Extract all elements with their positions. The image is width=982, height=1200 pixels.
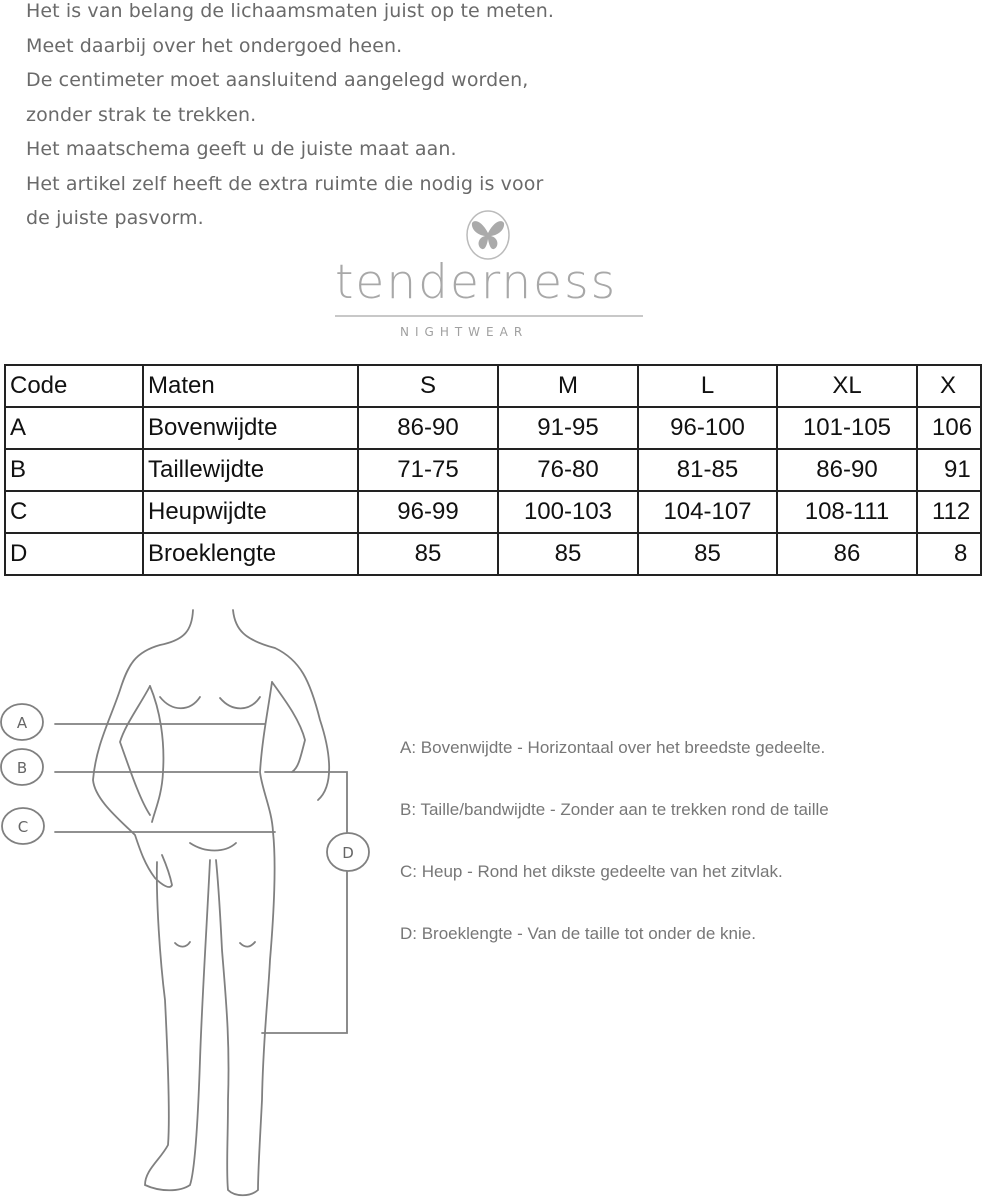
header-cell: Code bbox=[4, 364, 144, 408]
intro-line: De centimeter moet aansluitend aangelegd… bbox=[26, 69, 529, 91]
table-cell: Bovenwijdte bbox=[142, 406, 359, 450]
table-cell: 91 bbox=[916, 448, 982, 492]
table-cell: 96-100 bbox=[637, 406, 778, 450]
table-cell: Taillewijdte bbox=[142, 448, 359, 492]
intro-text: Het is van belang de lichaamsmaten juist… bbox=[26, 0, 554, 236]
table-cell: 108-111 bbox=[776, 490, 918, 534]
divider bbox=[335, 315, 643, 317]
marker-b: B bbox=[0, 748, 44, 786]
marker-label: B bbox=[17, 759, 27, 777]
measurement-legend: A: Bovenwijdte - Horizontaal over het br… bbox=[400, 738, 829, 986]
table-cell: 86-90 bbox=[776, 448, 918, 492]
table-cell: C bbox=[4, 490, 144, 534]
table-cell: 85 bbox=[357, 532, 499, 576]
table-cell: 76-80 bbox=[497, 448, 639, 492]
marker-d: D bbox=[326, 832, 370, 872]
table-header-row: Code Maten S M L XL X bbox=[4, 364, 982, 408]
table-cell: 85 bbox=[637, 532, 778, 576]
header-cell: M bbox=[497, 364, 639, 408]
marker-a: A bbox=[0, 703, 44, 741]
table-cell: D bbox=[4, 532, 144, 576]
butterfly-icon bbox=[466, 210, 510, 260]
table-cell: 96-99 bbox=[357, 490, 499, 534]
table-cell: 104-107 bbox=[637, 490, 778, 534]
legend-item: D: Broeklengte - Van de taille tot onder… bbox=[400, 924, 756, 943]
table-cell: 71-75 bbox=[357, 448, 499, 492]
table-cell: 86-90 bbox=[357, 406, 499, 450]
intro-line: zonder strak te trekken. bbox=[26, 103, 257, 126]
table-cell: 81-85 bbox=[637, 448, 778, 492]
table-cell: 86 bbox=[776, 532, 918, 576]
intro-line: de juiste pasvorm. bbox=[26, 207, 204, 229]
header-cell: XL bbox=[776, 364, 918, 408]
brand-name: tenderness bbox=[335, 255, 618, 310]
intro-line: Het maatschema geeft u de juiste maat aa… bbox=[26, 138, 457, 160]
marker-label: A bbox=[17, 714, 28, 732]
table-cell: 101-105 bbox=[776, 406, 918, 450]
marker-label: C bbox=[18, 818, 28, 836]
table-row: D Broeklengte 85 85 85 86 8 bbox=[4, 532, 982, 576]
table-cell: A bbox=[4, 406, 144, 450]
table-cell: 100-103 bbox=[497, 490, 639, 534]
table-cell: 112 bbox=[916, 490, 982, 534]
table-cell: 91-95 bbox=[497, 406, 639, 450]
legend-item: A: Bovenwijdte - Horizontaal over het br… bbox=[400, 738, 826, 757]
header-cell: L bbox=[637, 364, 778, 408]
table-cell: Broeklengte bbox=[142, 532, 359, 576]
header-cell: S bbox=[357, 364, 499, 408]
header-cell: X bbox=[916, 364, 982, 408]
table-cell: 8 bbox=[916, 532, 982, 576]
intro-line: Het artikel zelf heeft de extra ruimte d… bbox=[26, 172, 544, 195]
brand-subtitle: NIGHTWEAR bbox=[400, 325, 529, 339]
table-cell: Heupwijdte bbox=[142, 490, 359, 534]
header-cell: Maten bbox=[142, 364, 359, 408]
table-cell: 85 bbox=[497, 532, 639, 576]
body-measurement-figure: A B C D bbox=[0, 609, 370, 1197]
table-cell: B bbox=[4, 448, 144, 492]
table-cell: 106 bbox=[916, 406, 982, 450]
legend-item: B: Taille/bandwijdte - Zonder aan te tre… bbox=[400, 800, 829, 819]
intro-line: Meet daarbij over het ondergoed heen. bbox=[26, 34, 403, 57]
size-table: Code Maten S M L XL X A Bovenwijdte 86-9… bbox=[4, 364, 982, 576]
legend-item: C: Heup - Rond het dikste gedeelte van h… bbox=[400, 862, 783, 881]
brand-logo: tenderness NIGHTWEAR bbox=[330, 205, 650, 345]
table-row: B Taillewijdte 71-75 76-80 81-85 86-90 9… bbox=[4, 448, 982, 492]
marker-c: C bbox=[1, 807, 45, 845]
intro-line: Het is van belang de lichaamsmaten juist… bbox=[26, 0, 554, 22]
table-row: C Heupwijdte 96-99 100-103 104-107 108-1… bbox=[4, 490, 982, 534]
marker-label: D bbox=[342, 844, 354, 862]
table-row: A Bovenwijdte 86-90 91-95 96-100 101-105… bbox=[4, 406, 982, 450]
